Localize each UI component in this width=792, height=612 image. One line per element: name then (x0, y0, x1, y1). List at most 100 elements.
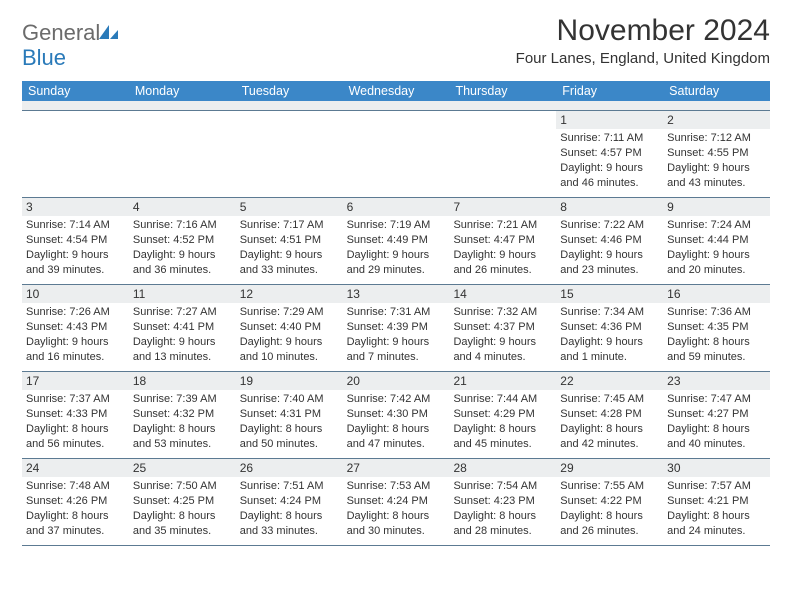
daylight-text: and 26 minutes. (560, 524, 659, 539)
daylight-text: Daylight: 9 hours (133, 248, 232, 263)
day-number: 4 (129, 198, 236, 216)
sunset-text: Sunset: 4:27 PM (667, 407, 766, 422)
calendar-grid: Sunday Monday Tuesday Wednesday Thursday… (22, 81, 770, 546)
day-number: 9 (663, 198, 770, 216)
sunset-text: Sunset: 4:33 PM (26, 407, 125, 422)
sunset-text: Sunset: 4:55 PM (667, 146, 766, 161)
daylight-text: and 46 minutes. (560, 176, 659, 191)
day-number: 11 (129, 285, 236, 303)
sunset-text: Sunset: 4:25 PM (133, 494, 232, 509)
sunset-text: Sunset: 4:35 PM (667, 320, 766, 335)
sunset-text: Sunset: 4:31 PM (240, 407, 339, 422)
day-cell: 22Sunrise: 7:45 AMSunset: 4:28 PMDayligh… (556, 372, 663, 458)
daylight-text: and 50 minutes. (240, 437, 339, 452)
daylight-text: Daylight: 8 hours (667, 509, 766, 524)
daylight-text: and 36 minutes. (133, 263, 232, 278)
day-number: 3 (22, 198, 129, 216)
sunrise-text: Sunrise: 7:16 AM (133, 218, 232, 233)
sunset-text: Sunset: 4:30 PM (347, 407, 446, 422)
day-cell: 19Sunrise: 7:40 AMSunset: 4:31 PMDayligh… (236, 372, 343, 458)
daylight-text: and 1 minute. (560, 350, 659, 365)
daylight-text: Daylight: 8 hours (133, 509, 232, 524)
day-cell: 10Sunrise: 7:26 AMSunset: 4:43 PMDayligh… (22, 285, 129, 371)
day-cell: 1Sunrise: 7:11 AMSunset: 4:57 PMDaylight… (556, 111, 663, 197)
sunset-text: Sunset: 4:44 PM (667, 233, 766, 248)
day-cell: 11Sunrise: 7:27 AMSunset: 4:41 PMDayligh… (129, 285, 236, 371)
sunrise-text: Sunrise: 7:40 AM (240, 392, 339, 407)
daylight-text: and 59 minutes. (667, 350, 766, 365)
day-number: 21 (449, 372, 556, 390)
sunrise-text: Sunrise: 7:50 AM (133, 479, 232, 494)
sunset-text: Sunset: 4:57 PM (560, 146, 659, 161)
day-number: 1 (556, 111, 663, 129)
sunset-text: Sunset: 4:24 PM (347, 494, 446, 509)
location-text: Four Lanes, England, United Kingdom (516, 50, 770, 67)
sunset-text: Sunset: 4:46 PM (560, 233, 659, 248)
day-cell: 30Sunrise: 7:57 AMSunset: 4:21 PMDayligh… (663, 459, 770, 545)
daylight-text: and 47 minutes. (347, 437, 446, 452)
daylight-text: Daylight: 9 hours (240, 248, 339, 263)
weekday-header: Wednesday (343, 81, 450, 101)
weekday-header: Saturday (663, 81, 770, 101)
weekday-header: Thursday (449, 81, 556, 101)
title-block: November 2024 Four Lanes, England, Unite… (516, 14, 770, 67)
weekday-header-row: Sunday Monday Tuesday Wednesday Thursday… (22, 81, 770, 101)
day-number: 28 (449, 459, 556, 477)
day-number: 26 (236, 459, 343, 477)
daylight-text: Daylight: 9 hours (453, 335, 552, 350)
sunset-text: Sunset: 4:40 PM (240, 320, 339, 335)
day-number: 23 (663, 372, 770, 390)
sunset-text: Sunset: 4:41 PM (133, 320, 232, 335)
week-row: 17Sunrise: 7:37 AMSunset: 4:33 PMDayligh… (22, 372, 770, 459)
daylight-text: and 29 minutes. (347, 263, 446, 278)
daylight-text: and 28 minutes. (453, 524, 552, 539)
day-number: 24 (22, 459, 129, 477)
sunset-text: Sunset: 4:29 PM (453, 407, 552, 422)
day-number: 20 (343, 372, 450, 390)
sunset-text: Sunset: 4:26 PM (26, 494, 125, 509)
daylight-text: and 30 minutes. (347, 524, 446, 539)
day-cell (236, 111, 343, 197)
day-number: 25 (129, 459, 236, 477)
sunrise-text: Sunrise: 7:34 AM (560, 305, 659, 320)
month-title: November 2024 (516, 14, 770, 48)
sunrise-text: Sunrise: 7:54 AM (453, 479, 552, 494)
daylight-text: Daylight: 9 hours (560, 335, 659, 350)
sunrise-text: Sunrise: 7:51 AM (240, 479, 339, 494)
logo-word-blue: Blue (22, 45, 66, 70)
header-spacer (22, 101, 770, 111)
day-cell (449, 111, 556, 197)
brand-logo: General Blue (22, 14, 120, 73)
sunrise-text: Sunrise: 7:48 AM (26, 479, 125, 494)
sunset-text: Sunset: 4:54 PM (26, 233, 125, 248)
daylight-text: and 24 minutes. (667, 524, 766, 539)
day-number: 16 (663, 285, 770, 303)
daylight-text: Daylight: 9 hours (347, 248, 446, 263)
day-cell: 8Sunrise: 7:22 AMSunset: 4:46 PMDaylight… (556, 198, 663, 284)
day-cell: 28Sunrise: 7:54 AMSunset: 4:23 PMDayligh… (449, 459, 556, 545)
daylight-text: Daylight: 8 hours (26, 422, 125, 437)
day-number: 12 (236, 285, 343, 303)
sunset-text: Sunset: 4:52 PM (133, 233, 232, 248)
daylight-text: and 40 minutes. (667, 437, 766, 452)
daylight-text: Daylight: 8 hours (667, 335, 766, 350)
daylight-text: and 4 minutes. (453, 350, 552, 365)
sunset-text: Sunset: 4:22 PM (560, 494, 659, 509)
sunrise-text: Sunrise: 7:17 AM (240, 218, 339, 233)
daylight-text: Daylight: 9 hours (667, 248, 766, 263)
daylight-text: and 23 minutes. (560, 263, 659, 278)
sunrise-text: Sunrise: 7:21 AM (453, 218, 552, 233)
day-cell: 3Sunrise: 7:14 AMSunset: 4:54 PMDaylight… (22, 198, 129, 284)
daylight-text: and 33 minutes. (240, 524, 339, 539)
day-cell: 21Sunrise: 7:44 AMSunset: 4:29 PMDayligh… (449, 372, 556, 458)
daylight-text: and 13 minutes. (133, 350, 232, 365)
sunset-text: Sunset: 4:39 PM (347, 320, 446, 335)
day-cell: 6Sunrise: 7:19 AMSunset: 4:49 PMDaylight… (343, 198, 450, 284)
day-cell: 13Sunrise: 7:31 AMSunset: 4:39 PMDayligh… (343, 285, 450, 371)
sunset-text: Sunset: 4:28 PM (560, 407, 659, 422)
day-cell (129, 111, 236, 197)
week-row: 1Sunrise: 7:11 AMSunset: 4:57 PMDaylight… (22, 111, 770, 198)
daylight-text: Daylight: 9 hours (453, 248, 552, 263)
day-cell: 26Sunrise: 7:51 AMSunset: 4:24 PMDayligh… (236, 459, 343, 545)
daylight-text: and 20 minutes. (667, 263, 766, 278)
